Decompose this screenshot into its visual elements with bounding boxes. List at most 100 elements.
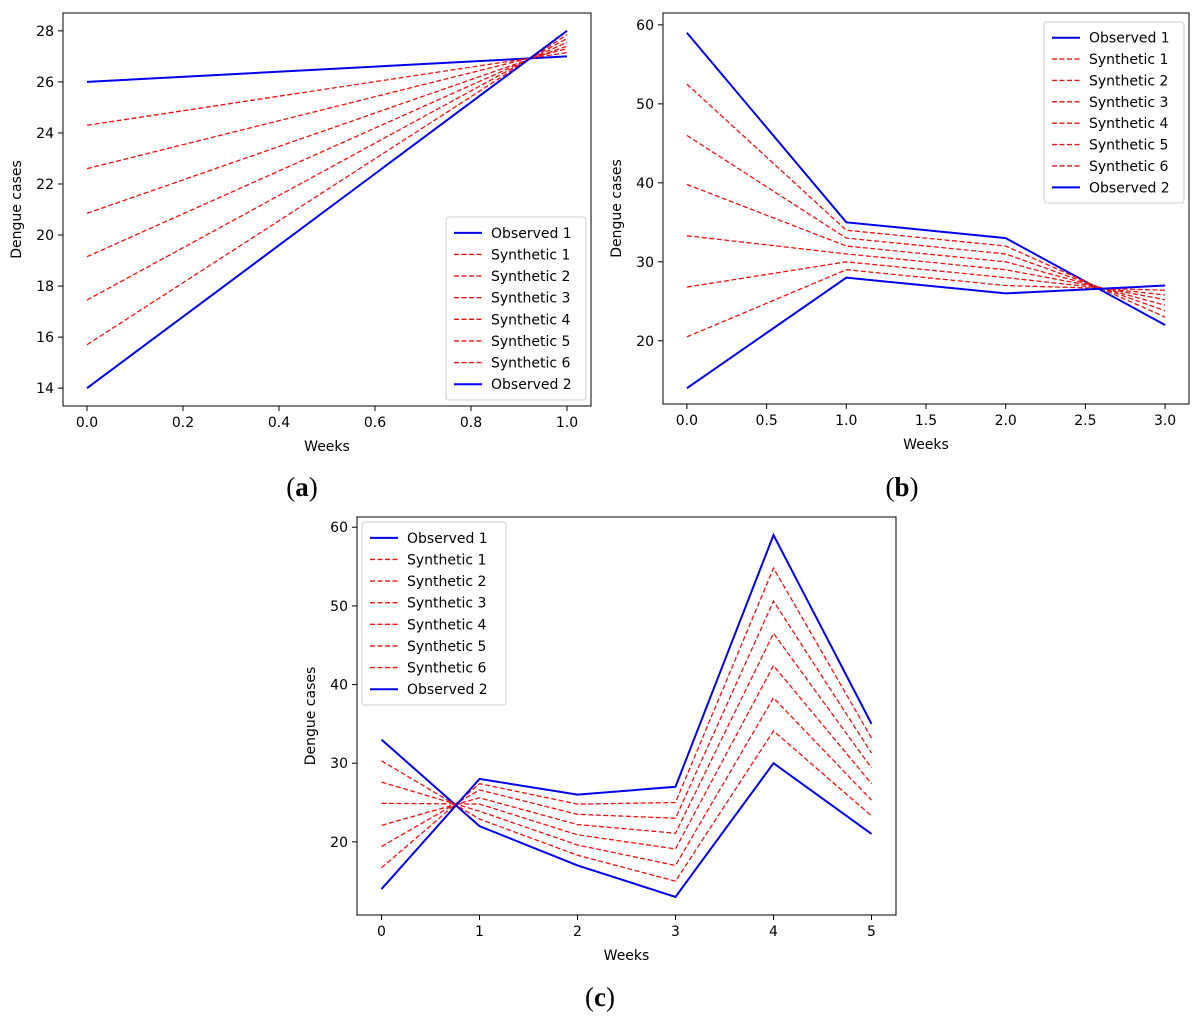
series-line-observed-2 [86,30,568,389]
legend-box [1043,21,1185,204]
y-axis-label: Dengue cases [9,160,25,259]
legend-label: Synthetic 1 [1089,52,1168,68]
legend-label: Synthetic 3 [491,291,570,307]
legend-label: Synthetic 6 [407,661,487,677]
axes-frame [62,12,592,407]
y-tick-label: 16 [36,330,54,346]
x-tick-label: 0.0 [676,413,698,429]
x-tick-label: 0.0 [76,415,98,431]
legend-label: Observed 2 [407,682,488,698]
legend-label: Synthetic 1 [407,552,486,568]
x-tick-label: 2.5 [1074,413,1096,429]
legend-box [445,216,587,401]
legend: Observed 1 Synthetic 1 Synthetic 2 Syntheti… [445,216,587,401]
legend-label: Synthetic 4 [407,617,487,633]
x-tick-label: 0.2 [172,415,194,431]
legend-label: Synthetic 4 [1089,116,1169,132]
series-line-synthetic-6 [86,34,568,346]
legend-label: Synthetic 1 [491,247,570,263]
series-line-synthetic-2 [381,696,872,867]
x-tick-label: 0 [377,924,386,940]
y-tick-label: 22 [36,177,54,193]
x-tick-label: 0.8 [460,415,482,431]
chart-b: 0.0 0.5 1.0 1.5 2.0 2.5 3.0 20 30 40 50 60 Weeks Deng… [609,12,1190,502]
x-tick-label: 0.4 [268,415,290,431]
panel-label-c: (c) [585,982,615,1012]
legend-label: Observed 1 [407,531,488,547]
legend-label: Synthetic 5 [407,639,486,655]
plot-area-b: 0.0 0.5 1.0 1.5 2.0 2.5 3.0 20 30 40 50 60 Weeks Deng… [609,12,1190,453]
series-line-observed-2 [380,532,873,890]
legend: Observed 1 Synthetic 1 Synthetic 2 Syntheti… [361,521,507,706]
y-tick-label: 50 [330,599,348,615]
y-tick-label: 20 [330,835,348,851]
legend-box [361,521,507,706]
series-line-observed-1 [380,738,873,899]
x-tick-label: 1 [475,924,484,940]
legend-label: Synthetic 2 [491,269,570,285]
legend-label: Observed 2 [1089,180,1170,196]
y-tick-label: 28 [36,24,54,40]
series-line-synthetic-4 [86,41,568,258]
x-tick-label: 2 [573,924,582,940]
x-axis-label: Weeks [304,439,350,455]
plot-area-c: 0 1 2 3 4 5 20 30 40 50 60 Weeks Dengue cases Observe… [303,516,897,964]
y-tick-label: 60 [330,520,348,536]
x-axis-label: Weeks [604,948,650,964]
legend-label: Synthetic 6 [1089,159,1169,175]
series-line-synthetic-5 [686,261,1166,296]
plot-area-a: 0.0 0.2 0.4 0.6 0.8 1.0 14 16 18 20 22 24 26 28 Weeks D… [9,12,592,455]
legend-label: Synthetic 6 [491,356,571,372]
y-tick-label: 50 [636,97,654,113]
panel-label-b: (b) [885,472,918,502]
series-line-synthetic-4 [686,235,1166,301]
chart-a: 0.0 0.2 0.4 0.6 0.8 1.0 14 16 18 20 22 24 26 28 Weeks D… [9,12,592,502]
legend: Observed 1 Synthetic 1 Synthetic 2 Syntheti… [1043,21,1185,204]
legend-label: Synthetic 2 [1089,73,1168,89]
y-tick-label: 40 [636,176,654,192]
y-tick-label: 60 [636,18,654,34]
legend-label: Observed 1 [1089,31,1170,47]
y-tick-label: 26 [36,75,54,91]
series-line-synthetic-6 [686,269,1166,338]
y-tick-label: 24 [36,126,54,142]
series-line-synthetic-1 [686,83,1166,318]
x-tick-label: 3.0 [1154,413,1176,429]
series-line-synthetic-3 [381,664,873,850]
legend-label: Synthetic 3 [1089,95,1168,111]
x-tick-label: 4 [769,924,778,940]
y-tick-label: 40 [330,678,348,694]
legend-label: Observed 2 [491,377,572,393]
axes-frame [356,516,897,916]
x-tick-label: 0.5 [755,413,777,429]
series-line-synthetic-4 [381,632,873,834]
series-line-synthetic-5 [381,599,873,848]
series-line-observed-1 [686,32,1166,326]
y-tick-label: 18 [36,279,54,295]
y-tick-label: 20 [36,228,54,244]
series-line-observed-2 [686,276,1166,390]
x-axis-label: Weeks [903,437,949,453]
x-tick-label: 1.0 [835,413,857,429]
series-line-synthetic-2 [686,134,1166,312]
legend-label: Synthetic 5 [491,334,570,350]
panel-label-a: (a) [286,472,318,502]
legend-label: Synthetic 3 [407,596,486,612]
series-line-synthetic-1 [86,51,568,126]
y-axis-label: Dengue cases [609,159,625,258]
y-tick-label: 20 [636,334,654,350]
series-line-synthetic-1 [381,729,872,882]
legend-label: Synthetic 4 [491,312,571,328]
x-tick-label: 1.0 [556,415,578,431]
series-line-observed-1 [86,55,568,83]
x-tick-label: 1.5 [915,413,937,429]
x-tick-label: 5 [867,924,876,940]
y-tick-label: 30 [330,756,348,772]
y-axis-label: Dengue cases [303,667,319,766]
legend-label: Synthetic 5 [1089,138,1168,154]
legend-label: Observed 1 [491,226,572,242]
chart-c: 0 1 2 3 4 5 20 30 40 50 60 Weeks Dengue cases Observe… [303,516,897,1012]
legend-label: Synthetic 2 [407,574,486,590]
y-tick-label: 30 [636,255,654,271]
x-tick-label: 3 [671,924,680,940]
